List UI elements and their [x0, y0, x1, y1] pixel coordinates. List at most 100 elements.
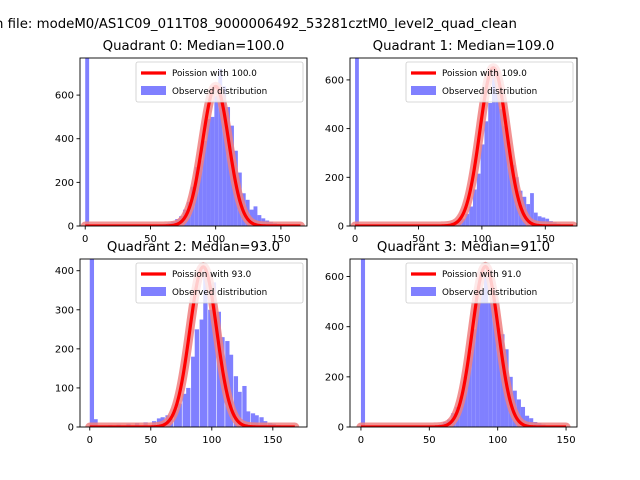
legend-hist-swatch — [141, 287, 166, 296]
hist-bar — [250, 413, 256, 427]
hist-bar — [259, 417, 264, 427]
figure-title: n file: modeM0/AS1C09_011T08_9000006492_… — [0, 17, 517, 32]
chart-panel-0: 0 50 100 150 0 200 400 600 Poission with 100.0 Ob… — [55, 39, 308, 245]
legend-fit-label: Poission with 93.0 — [172, 270, 252, 280]
hist-bar — [484, 121, 489, 226]
legend-box — [405, 61, 574, 103]
axes-frame — [79, 57, 308, 227]
hist-bar — [198, 160, 203, 226]
hist-bar — [488, 103, 493, 226]
hist-bar — [233, 376, 239, 427]
legend-hist-label: Observed distribution — [172, 87, 267, 97]
legend-hist-swatch — [141, 86, 166, 95]
y-tick-label: 0 — [68, 423, 74, 434]
chart-title: Quadrant 3: Median=91.0 — [377, 240, 550, 255]
chart-title: Quadrant 0: Median=100.0 — [103, 39, 285, 54]
hist-bar — [496, 327, 501, 427]
y-tick-label: 200 — [55, 344, 74, 355]
chart-title: Quadrant 1: Median=109.0 — [373, 39, 555, 54]
y-tick-label: 600 — [55, 91, 74, 102]
legend-hist-label: Observed distribution — [442, 87, 537, 97]
hist-bar — [186, 387, 191, 427]
y-tick-label: 600 — [325, 272, 344, 283]
legend-hist-swatch — [411, 86, 436, 95]
hist-bar — [242, 385, 247, 427]
hist-bar — [182, 393, 187, 427]
legend-box — [135, 262, 304, 304]
legend-hist-label: Observed distribution — [442, 288, 537, 298]
x-tick-label: 150 — [263, 435, 282, 446]
hist-bar — [254, 415, 259, 427]
hist-bar — [191, 356, 196, 427]
x-tick-label: 50 — [412, 234, 425, 245]
chart-panel-2: 0 50 100 150 0 100 200 300 400 Poission with 93.0… — [55, 240, 308, 446]
hist-bar — [203, 268, 208, 427]
hist-bar — [222, 86, 227, 226]
hist-bar — [463, 376, 468, 427]
x-tick-label: 150 — [536, 234, 555, 245]
x-tick-label: 0 — [87, 435, 93, 446]
hist-bar — [499, 109, 504, 226]
hist-bar — [507, 150, 512, 226]
y-tick-label: 200 — [55, 178, 74, 189]
hist-bar — [177, 403, 182, 427]
y-tick-label: 0 — [68, 222, 74, 233]
chart-title: Quadrant 2: Median=93.0 — [107, 240, 280, 255]
hist-bar — [465, 213, 470, 226]
hist-bar — [257, 215, 262, 226]
x-tick-label: 50 — [144, 234, 157, 245]
legend-fit-label: Poission with 91.0 — [442, 270, 522, 280]
hist-bar — [530, 193, 534, 226]
x-tick-label: 0 — [82, 234, 88, 245]
y-tick-label: 100 — [55, 383, 74, 394]
hist-bar — [492, 290, 497, 427]
hist-bar — [495, 90, 500, 226]
fit-curve — [354, 66, 575, 226]
hist-bar — [194, 329, 199, 427]
hist-bar — [488, 302, 493, 427]
hist-bar — [218, 68, 223, 226]
hist-bar — [484, 276, 489, 427]
x-tick-label: 0 — [358, 435, 364, 446]
chart-panel-3: 0 50 100 150 0 200 400 600 Poission with 91.0 Obs… — [325, 240, 578, 446]
hist-bar — [533, 212, 538, 226]
hist-bar — [202, 140, 207, 226]
hist-bar — [245, 411, 251, 427]
hist-bar — [467, 351, 472, 427]
x-tick-label: 150 — [271, 234, 290, 245]
hist-bar — [214, 96, 219, 226]
x-tick-label: 100 — [206, 234, 225, 245]
hist-bar — [208, 309, 213, 427]
x-tick-label: 0 — [352, 234, 358, 245]
y-tick-label: 300 — [55, 305, 74, 316]
plot-area — [350, 58, 577, 226]
hist-bar — [253, 206, 258, 226]
hist-bar — [355, 58, 359, 226]
hist-bar — [520, 406, 526, 427]
y-tick-label: 0 — [338, 423, 344, 434]
hist-bar — [471, 329, 476, 427]
hist-bar — [476, 173, 481, 226]
hist-bar — [210, 116, 215, 226]
hist-bar — [480, 144, 485, 226]
hist-bar — [461, 218, 466, 226]
legend-fit-label: Poission with 100.0 — [172, 69, 257, 79]
chart-panel-1: 0 50 100 150 0 200 400 600 Poission with 109.0 Ob… — [325, 39, 578, 245]
axes-frame — [79, 258, 308, 428]
legend-fit-label: Poission with 109.0 — [442, 69, 527, 79]
hist-bar — [237, 391, 242, 427]
legend-box — [135, 61, 304, 103]
hist-bar — [360, 259, 366, 427]
hist-bar — [525, 415, 530, 427]
y-tick-label: 0 — [338, 222, 344, 233]
y-tick-label: 400 — [55, 266, 74, 277]
y-tick-label: 200 — [325, 173, 344, 184]
hist-bar — [226, 107, 231, 226]
y-tick-label: 400 — [325, 322, 344, 333]
y-tick-label: 200 — [325, 372, 344, 383]
hist-bar — [475, 302, 480, 427]
hist-bar — [85, 58, 90, 226]
hist-bar — [469, 206, 474, 226]
hist-bar — [89, 259, 95, 427]
